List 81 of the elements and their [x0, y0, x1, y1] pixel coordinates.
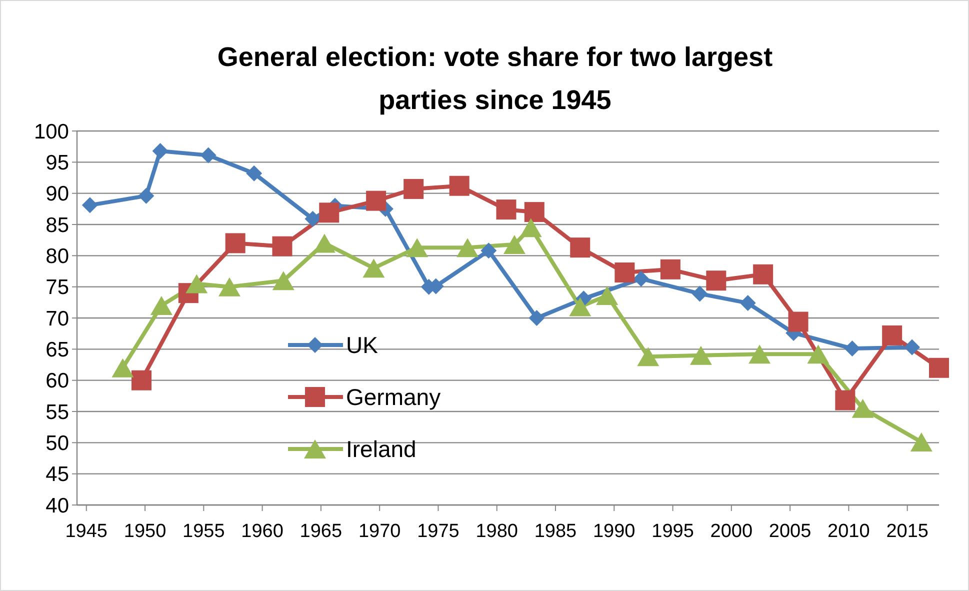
x-tick-label: 2015	[886, 521, 928, 542]
x-tick-label: 1965	[300, 521, 342, 542]
point	[112, 358, 134, 378]
x-tick-label: 2005	[768, 521, 812, 542]
point	[807, 344, 830, 364]
legend-label: Germany	[346, 384, 442, 410]
point	[633, 270, 650, 287]
point	[138, 188, 154, 204]
point	[852, 398, 874, 418]
point	[882, 325, 902, 346]
point	[660, 259, 680, 280]
y-tick-label: 95	[46, 152, 69, 175]
point	[524, 202, 544, 222]
point	[272, 271, 294, 290]
point	[614, 262, 635, 282]
y-tick-label: 85	[46, 214, 69, 237]
x-tick-label: 1950	[124, 521, 166, 542]
y-tick-label: 70	[46, 307, 69, 330]
y-tick-label: 100	[34, 120, 69, 144]
point	[362, 258, 385, 278]
point	[740, 295, 756, 312]
point	[152, 142, 168, 159]
point	[449, 176, 470, 196]
y-tick-label: 40	[46, 494, 69, 518]
point	[753, 264, 774, 284]
x-tick-label: 1995	[652, 521, 694, 542]
x-tick-label: 2010	[828, 521, 870, 542]
point	[929, 358, 949, 378]
point	[496, 200, 516, 220]
point	[788, 312, 808, 332]
y-tick-label: 45	[46, 463, 69, 486]
point	[637, 347, 660, 366]
x-tick-label: 1985	[534, 521, 577, 542]
point	[748, 344, 771, 364]
point	[503, 234, 526, 254]
y-tick-label: 65	[46, 338, 69, 362]
point	[186, 274, 208, 294]
y-tick-label: 80	[46, 245, 69, 268]
point	[520, 218, 542, 238]
point	[404, 178, 424, 199]
point	[569, 297, 592, 316]
point	[480, 242, 497, 259]
x-tick-label: 1945	[65, 521, 108, 542]
point	[406, 238, 428, 258]
point	[304, 210, 321, 227]
point	[692, 286, 708, 302]
point	[272, 236, 292, 256]
x-tick-label: 1990	[592, 521, 636, 542]
legend-label: Ireland	[346, 436, 416, 462]
y-tick-label: 55	[46, 400, 69, 424]
point	[596, 286, 618, 306]
y-tick-label: 60	[46, 370, 69, 393]
point	[528, 310, 545, 326]
point	[150, 296, 172, 316]
x-tick-label: 1955	[182, 521, 225, 542]
point	[200, 147, 216, 164]
point	[910, 432, 932, 452]
point	[706, 270, 726, 291]
point	[246, 165, 262, 182]
y-tick-label: 90	[46, 182, 69, 206]
point	[570, 238, 590, 258]
x-tick-label: 1960	[241, 521, 284, 542]
point	[82, 197, 98, 214]
point	[844, 340, 860, 357]
point	[225, 233, 246, 254]
point	[319, 202, 340, 223]
y-tick-label: 50	[46, 432, 69, 456]
point	[132, 370, 152, 390]
chart-title: General election: vote share for two largest parties since 1945	[217, 42, 773, 115]
point	[690, 346, 712, 365]
point	[904, 339, 920, 356]
legend-label: UK	[346, 332, 379, 358]
x-tick-label: 1980	[476, 521, 518, 542]
x-tick-label: 1975	[417, 521, 460, 542]
x-tick-label: 2000	[710, 521, 753, 542]
point	[456, 238, 479, 258]
point	[366, 190, 386, 211]
x-tick-label: 1970	[358, 521, 401, 542]
point	[835, 390, 856, 410]
point	[218, 277, 240, 296]
y-tick-label: 75	[46, 276, 69, 300]
